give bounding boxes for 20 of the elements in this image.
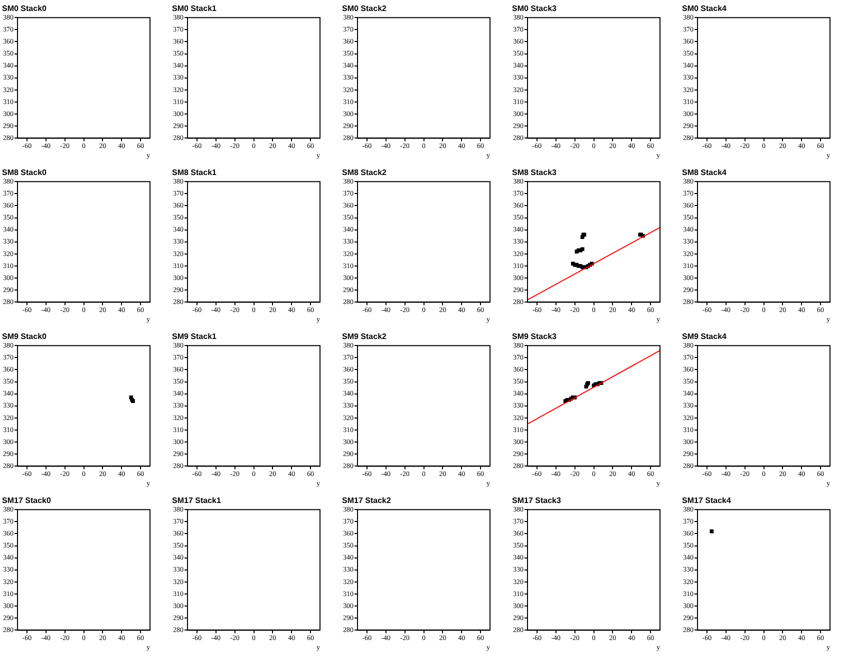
chart-title: SM17 Stack1: [172, 496, 222, 506]
chart-title: SM9 Stack3: [512, 332, 558, 342]
chart-title: SM9 Stack1: [172, 332, 218, 342]
chart-title: SM0 Stack3: [512, 4, 558, 14]
chart-title: SM0 Stack1: [172, 4, 218, 14]
chart-title: SM0 Stack2: [342, 4, 388, 14]
chart-title: SM17 Stack2: [342, 496, 392, 506]
chart-title: SM8 Stack1: [172, 168, 218, 178]
chart-title: SM8 Stack4: [682, 168, 728, 178]
chart-title: SM9 Stack4: [682, 332, 728, 342]
chart-title: SM0 Stack0: [2, 4, 48, 14]
chart-title: SM0 Stack4: [682, 4, 728, 14]
chart-title: SM17 Stack4: [682, 496, 732, 506]
chart-title: SM17 Stack3: [512, 496, 562, 506]
chart-title: SM9 Stack2: [342, 332, 388, 342]
chart-title: SM8 Stack2: [342, 168, 388, 178]
chart-title: SM9 Stack0: [2, 332, 48, 342]
chart-title: SM8 Stack3: [512, 168, 558, 178]
chart-title: SM17 Stack0: [2, 496, 52, 506]
chart-title: SM8 Stack0: [2, 168, 48, 178]
